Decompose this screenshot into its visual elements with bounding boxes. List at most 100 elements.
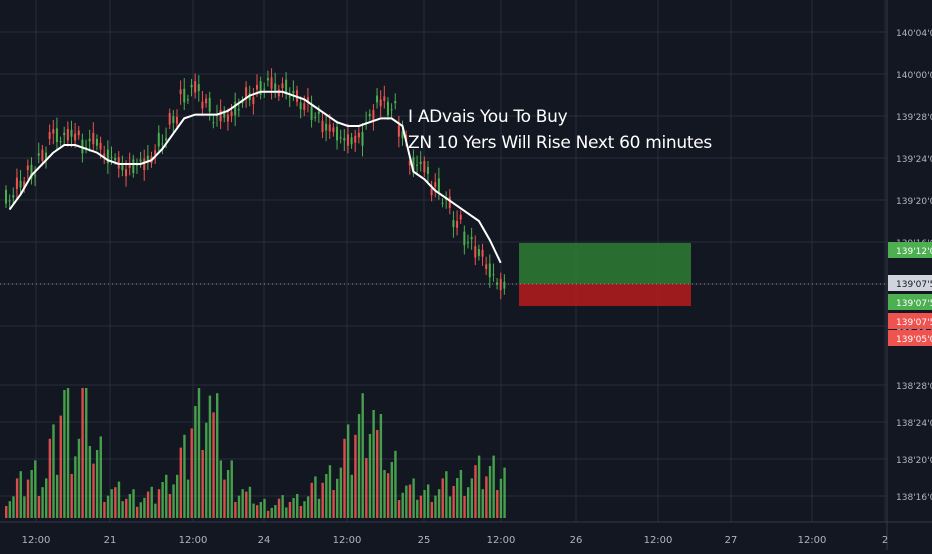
candle-body[interactable] [128, 163, 131, 168]
candle-body[interactable] [339, 137, 342, 139]
candle-body[interactable] [288, 96, 291, 98]
volume-bar[interactable] [332, 490, 335, 518]
volume-bar[interactable] [241, 489, 244, 518]
candle-body[interactable] [70, 129, 73, 137]
candle-body[interactable] [19, 180, 22, 188]
volume-bar[interactable] [343, 438, 346, 518]
candle-body[interactable] [292, 91, 295, 94]
candle-body[interactable] [132, 159, 135, 174]
volume-bar[interactable] [205, 422, 208, 518]
candle-body[interactable] [99, 142, 102, 150]
candle-body[interactable] [223, 110, 226, 118]
candle-body[interactable] [154, 150, 157, 155]
candle-body[interactable] [437, 178, 440, 193]
volume-bar[interactable] [405, 485, 408, 518]
volume-bar[interactable] [8, 501, 12, 518]
candle-body[interactable] [52, 129, 55, 134]
candle-body[interactable] [117, 157, 120, 169]
volume-bar[interactable] [372, 410, 375, 518]
candle-body[interactable] [45, 152, 48, 160]
candle-body[interactable] [226, 114, 229, 122]
candle-body[interactable] [5, 189, 7, 204]
candle-body[interactable] [485, 264, 488, 269]
candle-body[interactable] [172, 116, 175, 123]
volume-bar[interactable] [81, 388, 84, 518]
volume-bar[interactable] [85, 388, 88, 518]
volume-bar[interactable] [161, 482, 164, 518]
candle-body[interactable] [230, 111, 233, 117]
volume-bar[interactable] [106, 495, 110, 518]
candle-body[interactable] [397, 125, 400, 137]
candle-body[interactable] [412, 157, 415, 171]
volume-bar[interactable] [459, 470, 463, 518]
volume-bar[interactable] [55, 474, 59, 518]
candle-body[interactable] [161, 143, 164, 145]
candle-body[interactable] [237, 109, 240, 111]
volume-bar[interactable] [226, 470, 230, 518]
volume-bar[interactable] [386, 473, 390, 518]
candle-body[interactable] [114, 157, 117, 161]
volume-bar[interactable] [306, 496, 310, 518]
volume-bar[interactable] [117, 481, 121, 518]
candle-body[interactable] [34, 175, 37, 177]
volume-bar[interactable] [237, 495, 241, 518]
candle-body[interactable] [383, 96, 386, 101]
volume-bar[interactable] [5, 506, 8, 518]
volume-bar[interactable] [143, 497, 146, 518]
candle-body[interactable] [205, 98, 208, 104]
candle-body[interactable] [8, 200, 11, 202]
volume-bar[interactable] [419, 495, 423, 518]
candle-body[interactable] [423, 160, 426, 173]
candle-body[interactable] [41, 149, 44, 161]
volume-bar[interactable] [248, 486, 252, 518]
candle-body[interactable] [168, 113, 171, 125]
volume-bar[interactable] [183, 434, 186, 518]
volume-bar[interactable] [317, 498, 321, 518]
candle-body[interactable] [23, 181, 26, 189]
volume-bar[interactable] [175, 474, 179, 518]
candle-body[interactable] [343, 138, 346, 141]
volume-bar[interactable] [336, 478, 339, 518]
volume-bar[interactable] [361, 393, 364, 518]
volume-bar[interactable] [448, 496, 452, 518]
volume-bar[interactable] [154, 503, 157, 518]
volume-bar[interactable] [321, 482, 324, 518]
volume-bar[interactable] [165, 474, 168, 518]
candle-body[interactable] [470, 236, 473, 240]
candle-body[interactable] [456, 221, 459, 228]
volume-bar[interactable] [132, 489, 135, 518]
candle-body[interactable] [488, 263, 491, 278]
candle-body[interactable] [270, 77, 273, 89]
candle-body[interactable] [299, 102, 302, 110]
candle-body[interactable] [481, 249, 484, 257]
candle-body[interactable] [183, 88, 186, 103]
volume-bar[interactable] [223, 479, 226, 518]
candle-body[interactable] [306, 97, 309, 102]
volume-bar[interactable] [397, 500, 401, 518]
candle-body[interactable] [179, 89, 182, 95]
volume-bar[interactable] [52, 424, 55, 518]
candle-body[interactable] [325, 123, 328, 131]
volume-bar[interactable] [346, 424, 350, 518]
candle-body[interactable] [252, 97, 255, 104]
volume-bar[interactable] [496, 490, 499, 518]
volume-bar[interactable] [168, 494, 172, 518]
candle-body[interactable] [492, 274, 495, 276]
candle-body[interactable] [212, 122, 215, 124]
candle-body[interactable] [376, 95, 379, 103]
volume-bar[interactable] [99, 436, 102, 518]
volume-bar[interactable] [503, 467, 506, 518]
volume-bar[interactable] [288, 502, 292, 518]
candle-body[interactable] [59, 141, 62, 143]
volume-bar[interactable] [37, 496, 41, 518]
volume-bar[interactable] [499, 478, 503, 518]
candle-body[interactable] [201, 101, 204, 109]
volume-bar[interactable] [376, 430, 379, 518]
candle-body[interactable] [394, 100, 397, 104]
candle-body[interactable] [63, 132, 66, 136]
candle-body[interactable] [310, 106, 313, 120]
candle-body[interactable] [361, 132, 364, 146]
volume-bar[interactable] [186, 479, 190, 518]
volume-bar[interactable] [59, 415, 62, 518]
